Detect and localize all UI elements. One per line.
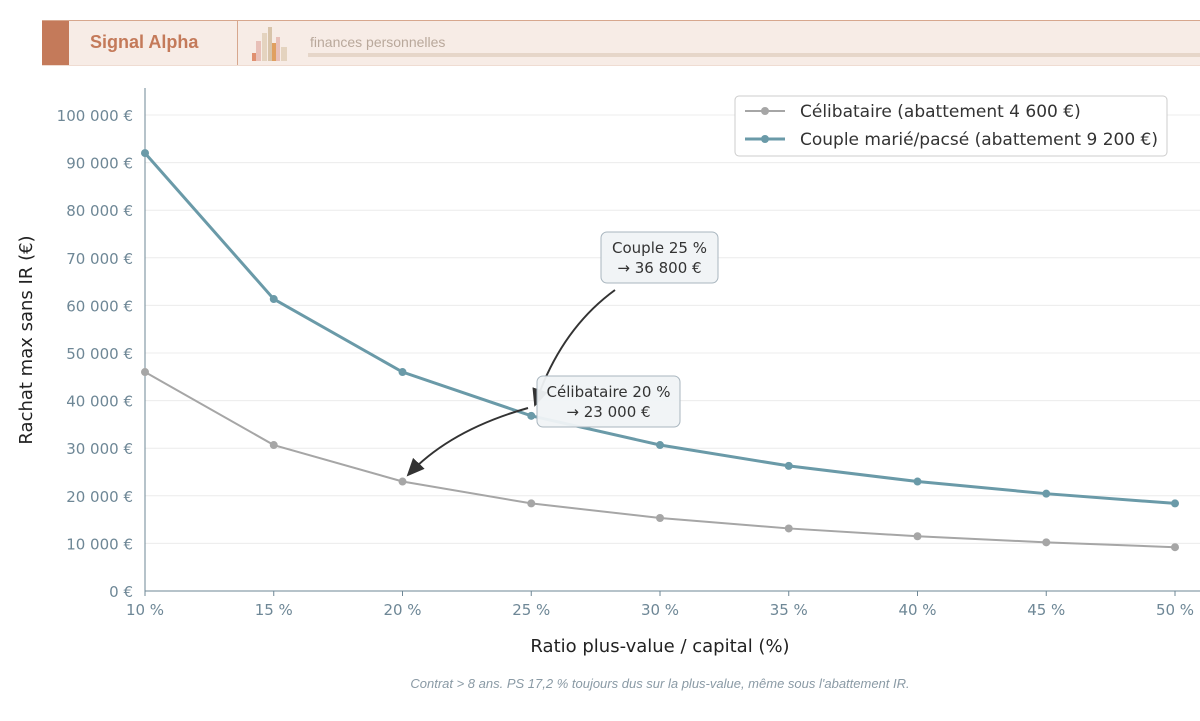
bar-chart-logo-icon [252,27,287,61]
y-tick-label: 70 000 € [66,250,133,268]
y-tick-label: 40 000 € [66,393,133,411]
data-point [913,477,922,486]
brand-name: Signal Alpha [90,32,199,52]
y-tick-label: 20 000 € [66,488,133,506]
header-divider [237,21,238,65]
x-axis-label: Ratio plus-value / capital (%) [530,636,789,657]
x-tick-label: 20 % [383,601,421,619]
legend-label: Célibataire (abattement 4 600 €) [800,102,1081,122]
series-line [143,152,1176,505]
y-tick-label: 30 000 € [66,440,133,458]
y-tick-label: 80 000 € [66,202,133,220]
x-tick-label: 40 % [898,601,936,619]
data-point [784,524,793,533]
annotation-text: Célibataire 20 % [547,383,671,401]
data-point [141,368,149,377]
header-subtitle: finances personnelles [310,34,446,50]
data-point [527,411,536,420]
data-point [784,461,793,470]
data-point [269,441,278,450]
data-point [656,514,664,523]
data-point [913,532,922,541]
legend-marker [761,107,769,115]
y-tick-label: 10 000 € [66,535,133,553]
annotation-box [536,375,681,428]
data-point [527,499,536,508]
x-tick-label: 50 % [1156,601,1194,619]
y-tick-label: 50 000 € [66,345,133,363]
legend-label: Couple marié/pacsé (abattement 9 200 €) [800,130,1158,150]
data-point [1042,489,1051,498]
annotation-text: → 23 000 € [566,403,650,421]
header-underline [308,53,1200,57]
annotation-arrow [406,407,529,477]
legend-marker [761,135,769,143]
x-tick-label: 10 % [126,601,164,619]
data-point [656,441,664,450]
data-point [1042,538,1051,547]
y-tick-label: 100 000 € [57,107,133,125]
annotation-text: → 36 800 € [617,259,701,277]
data-point [398,477,407,486]
legend-box [734,95,1168,157]
x-tick-label: 45 % [1027,601,1065,619]
y-tick-label: 90 000 € [66,155,133,173]
data-point [398,368,407,377]
x-tick-label: 30 % [641,601,679,619]
data-point [1171,543,1179,552]
annotation-text: Couple 25 % [612,239,707,257]
data-point [1171,499,1179,508]
y-tick-label: 60 000 € [66,297,133,315]
x-tick-label: 25 % [512,601,550,619]
annotation-box [600,231,719,284]
header-banner: Signal Alpha finances personnelles [42,20,1200,66]
footnote: Contrat > 8 ans. PS 17,2 % toujours dus … [410,676,910,691]
data-point [141,149,149,158]
data-point [269,295,278,304]
y-axis-label: Rachat max sans IR (€) [16,235,37,444]
brand-color-block [42,21,69,65]
x-tick-label: 15 % [255,601,293,619]
x-tick-label: 35 % [770,601,808,619]
y-tick-label: 0 € [109,583,133,601]
